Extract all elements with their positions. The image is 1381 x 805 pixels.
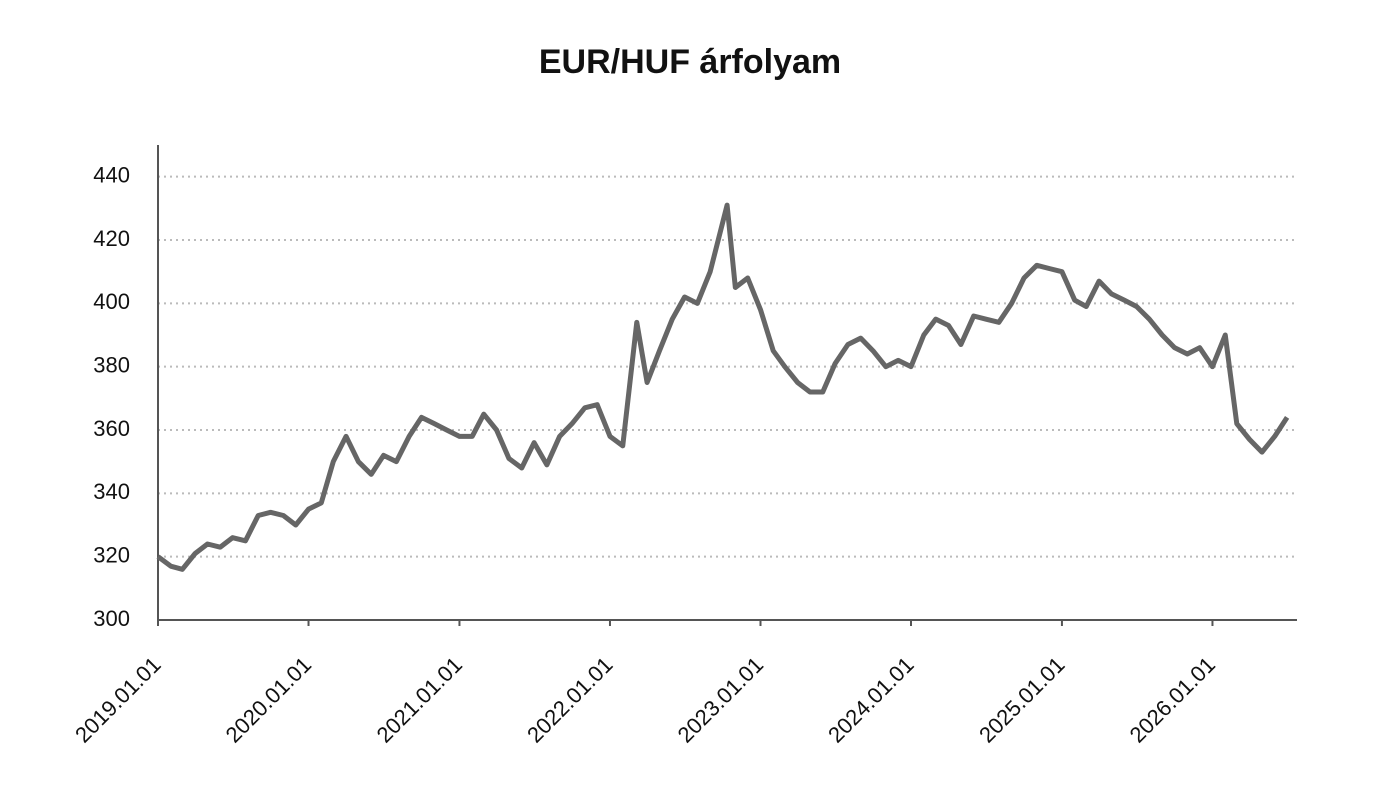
x-tick-label: 2022.01.01 bbox=[522, 652, 618, 748]
series-line bbox=[156, 202, 1290, 572]
x-tick-label: 2019.01.01 bbox=[70, 652, 166, 748]
y-tick-label: 400 bbox=[93, 289, 130, 314]
x-tick-label: 2025.01.01 bbox=[974, 652, 1070, 748]
y-tick-label: 300 bbox=[93, 606, 130, 631]
x-tick-label: 2020.01.01 bbox=[221, 652, 317, 748]
x-tick-label: 2021.01.01 bbox=[372, 652, 468, 748]
y-tick-label: 420 bbox=[93, 226, 130, 251]
y-tick-label: 440 bbox=[93, 162, 130, 187]
x-tick-label: 2024.01.01 bbox=[823, 652, 919, 748]
y-tick-label: 340 bbox=[93, 479, 130, 504]
y-tick-label: 320 bbox=[93, 542, 130, 567]
y-tick-label: 360 bbox=[93, 416, 130, 441]
x-tick-label: 2023.01.01 bbox=[673, 652, 769, 748]
x-tick-label: 2026.01.01 bbox=[1125, 652, 1221, 748]
chart-title: EUR/HUF árfolyam bbox=[539, 43, 841, 81]
y-tick-label: 380 bbox=[93, 352, 130, 377]
